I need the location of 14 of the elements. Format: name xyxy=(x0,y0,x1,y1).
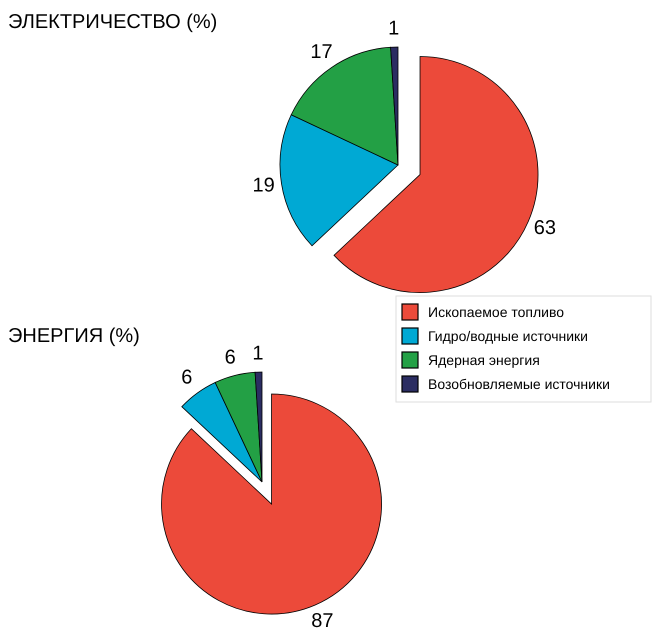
data-label: 17 xyxy=(310,40,333,63)
data-label: 6 xyxy=(181,366,192,389)
data-label: 63 xyxy=(534,216,556,239)
legend-label: Гидро/водные источники xyxy=(428,328,588,344)
data-label: 87 xyxy=(311,610,334,630)
chart-title: ЭЛЕКТРИЧЕСТВО (%) xyxy=(8,11,218,33)
data-label: 19 xyxy=(252,174,275,197)
legend-label: Возобновляемые источники xyxy=(428,376,610,392)
text: ЭНЕРГИЯ (%) xyxy=(8,325,140,347)
legend-label: Ядерная энергия xyxy=(428,352,540,368)
legend-label: Ископаемое топливо xyxy=(428,304,564,320)
data-label: 6 xyxy=(224,346,236,368)
data-label: 1 xyxy=(388,17,400,40)
data-label: 1 xyxy=(252,342,264,364)
